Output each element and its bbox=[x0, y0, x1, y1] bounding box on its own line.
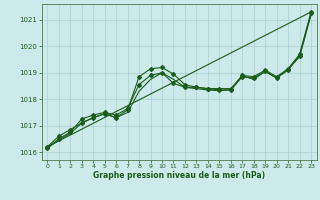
X-axis label: Graphe pression niveau de la mer (hPa): Graphe pression niveau de la mer (hPa) bbox=[93, 171, 265, 180]
